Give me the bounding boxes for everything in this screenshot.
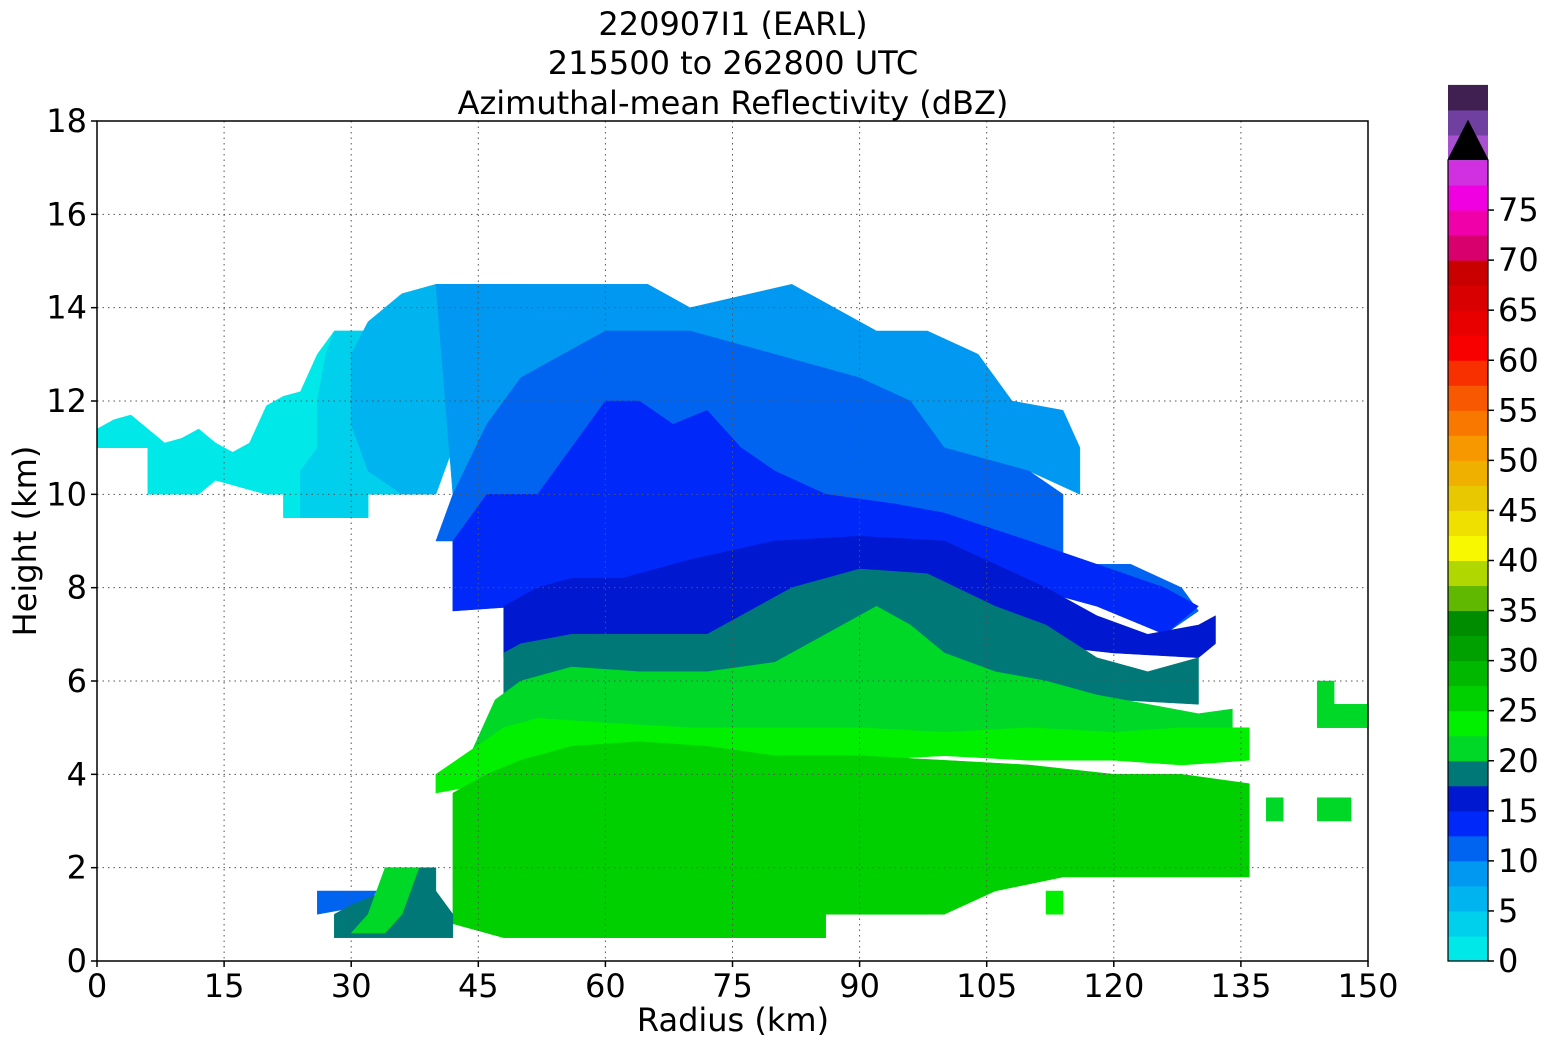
x-tick-label: 90 — [839, 967, 880, 1005]
colorbar-segment — [1448, 860, 1488, 887]
x-tick-label: 120 — [1083, 967, 1144, 1005]
colorbar-tick-label: 25 — [1498, 692, 1539, 730]
y-tick-label: 8 — [67, 569, 87, 607]
colorbar-segment — [1448, 185, 1488, 211]
colorbar-segment — [1448, 685, 1488, 712]
colorbar-segment — [1448, 460, 1488, 486]
colorbar-segment — [1448, 385, 1488, 411]
colorbar-tick-label: 10 — [1498, 842, 1539, 880]
x-axis-label: Radius (km) — [637, 1001, 829, 1039]
colorbar-segment — [1448, 260, 1488, 286]
colorbar-segment — [1448, 84, 1488, 111]
contour-region-20 — [1045, 890, 1064, 915]
grid-lines — [97, 121, 1368, 961]
colorbar-segment — [1448, 485, 1488, 511]
x-axis-ticks: 0 15 30 45 60 75 90 105 120 135 150 — [87, 961, 1399, 1005]
colorbar-segment — [1448, 660, 1488, 687]
y-tick-label: 4 — [67, 755, 87, 793]
y-tick-label: 16 — [46, 195, 87, 233]
colorbar-segment — [1448, 310, 1488, 336]
colorbar-segment — [1448, 285, 1488, 311]
colorbar-segment — [1448, 885, 1488, 912]
colorbar-segment — [1448, 535, 1488, 561]
colorbar-segment — [1448, 235, 1488, 261]
y-tick-label: 12 — [46, 382, 87, 420]
colorbar-segment — [1448, 910, 1488, 937]
contour-region-13 — [1096, 783, 1149, 840]
x-tick-label: 60 — [585, 967, 626, 1005]
contour-region-12 — [825, 773, 979, 915]
y-axis-ticks: 0 2 4 6 8 10 12 14 16 18 — [46, 102, 97, 980]
colorbar-segment — [1448, 785, 1488, 812]
colorbar-tick-label: 65 — [1498, 291, 1539, 329]
colorbar-extend-arrow — [1448, 121, 1488, 160]
x-tick-label: 105 — [956, 967, 1017, 1005]
x-tick-label: 150 — [1337, 967, 1398, 1005]
colorbar-segment — [1448, 360, 1488, 386]
colorbar-tick-label: 60 — [1498, 341, 1539, 379]
x-tick-label: 0 — [87, 967, 107, 1005]
colorbar-tick-label: 50 — [1498, 441, 1539, 479]
title-line-3: Azimuthal-mean Reflectivity (dBZ) — [458, 84, 1009, 122]
colorbar-tick-label: 20 — [1498, 742, 1539, 780]
colorbar: 0 5 10 15 20 25 30 35 40 45 50 55 60 65 70 75 — [1447, 84, 1539, 980]
colorbar-segment — [1448, 410, 1488, 436]
colorbar-segment — [1448, 935, 1488, 962]
colorbar-tick-label: 75 — [1498, 191, 1539, 229]
colorbar-outline — [1447, 119, 1489, 962]
contour-region-11 — [503, 802, 826, 938]
y-tick-label: 2 — [67, 849, 87, 887]
colorbar-tick-label: 55 — [1498, 391, 1539, 429]
contour-region-19 — [1316, 797, 1352, 822]
colorbar-segment — [1448, 835, 1488, 862]
colorbar-segment — [1448, 560, 1488, 587]
colorbar-segment — [1448, 635, 1488, 662]
contour-region-16 — [350, 867, 420, 934]
title-line-1: 220907I1 (EARL) — [598, 5, 867, 43]
colorbar-tick-label: 45 — [1498, 491, 1539, 529]
y-tick-label: 6 — [67, 662, 87, 700]
y-tick-label: 18 — [46, 102, 87, 140]
colorbar-segment — [1448, 510, 1488, 536]
colorbar-segment — [1448, 610, 1488, 637]
colorbar-segment — [1448, 585, 1488, 612]
colorbar-segment — [1448, 335, 1488, 361]
colorbar-tick-label: 70 — [1498, 241, 1539, 279]
y-tick-label: 0 — [67, 942, 87, 980]
colorbar-segment — [1448, 760, 1488, 787]
colorbar-segment — [1448, 160, 1488, 186]
colorbar-segment — [1448, 435, 1488, 461]
x-tick-label: 75 — [712, 967, 753, 1005]
x-tick-label: 135 — [1210, 967, 1271, 1005]
colorbar-tick-label: 5 — [1498, 892, 1518, 930]
colorbar-tick-label: 35 — [1498, 592, 1539, 630]
x-tick-label: 15 — [204, 967, 245, 1005]
title-line-2: 215500 to 262800 UTC — [548, 44, 918, 82]
colorbar-tick-label: 30 — [1498, 642, 1539, 680]
x-tick-label: 30 — [331, 967, 372, 1005]
colorbar-tick-label: 40 — [1498, 542, 1539, 580]
colorbar-tick-label: 15 — [1498, 792, 1539, 830]
x-tick-label: 45 — [458, 967, 499, 1005]
y-tick-label: 14 — [46, 289, 87, 327]
y-axis-label: Height (km) — [6, 446, 44, 637]
y-tick-label: 10 — [46, 475, 87, 513]
contour-region-17 — [1316, 680, 1369, 728]
colorbar-segment — [1448, 735, 1488, 762]
colorbar-segment — [1448, 710, 1488, 737]
contour-region-18 — [1266, 797, 1284, 822]
colorbar-segment — [1448, 810, 1488, 837]
colorbar-segment — [1448, 210, 1488, 236]
colorbar-tick-label: 0 — [1498, 942, 1518, 980]
